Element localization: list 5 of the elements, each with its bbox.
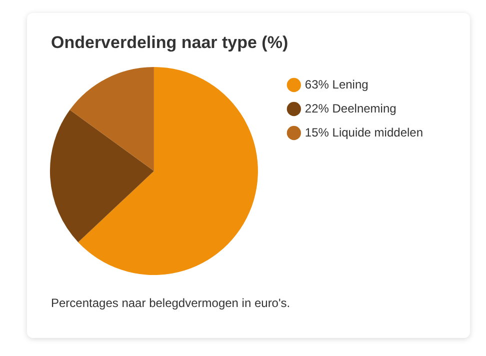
legend-label: 63% Lening [304,77,368,92]
text: Percentages naar belegdvermogen in euro's. [51,296,290,310]
legend-label: 15% Liquide middelen [304,125,424,140]
chart-title: Onderverdeling naar type (%) [51,33,288,53]
legend-label: 22% Deelneming [304,101,396,116]
